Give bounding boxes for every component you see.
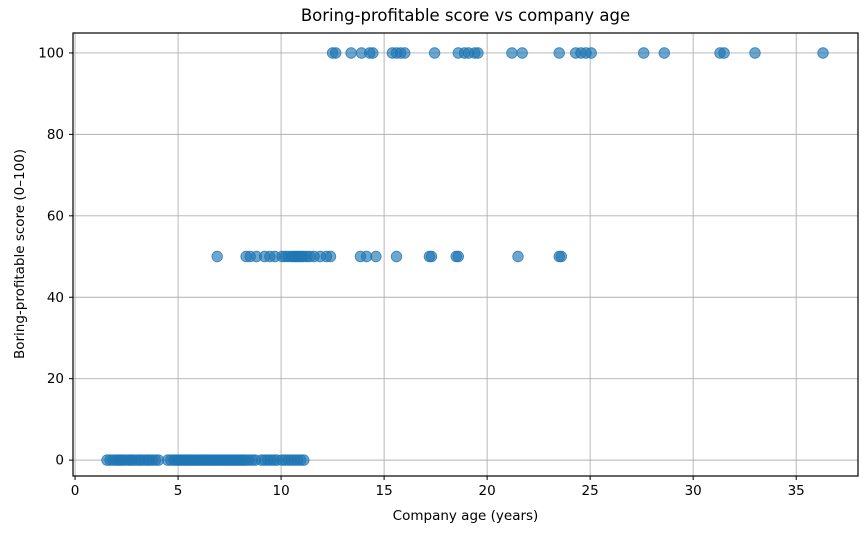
- chart-title: Boring-profitable score vs company age: [300, 6, 631, 25]
- y-tick-label: 100: [38, 45, 64, 61]
- data-point: [390, 250, 403, 263]
- x-axis-label: Company age (years): [392, 508, 539, 524]
- data-point: [367, 47, 379, 59]
- x-tick-label: 20: [479, 483, 496, 499]
- x-tick-labels: 0 5 10 15 20 25 30 35: [71, 476, 805, 499]
- data-point: [324, 250, 337, 263]
- data-point: [370, 250, 382, 263]
- data-point: [516, 47, 528, 59]
- data-point: [472, 47, 484, 59]
- x-tick-label: 15: [376, 483, 393, 499]
- x-gridlines: [74, 33, 797, 476]
- y-tick-label: 80: [47, 127, 64, 143]
- data-point: [638, 47, 650, 59]
- data-point: [330, 47, 342, 59]
- y-gridlines: [73, 52, 858, 461]
- x-tick-label: 5: [174, 483, 183, 499]
- data-point: [506, 47, 518, 59]
- y-tick-label: 40: [47, 290, 64, 306]
- series-score-0: [101, 454, 310, 466]
- x-tick-label: 25: [582, 483, 599, 499]
- data-point: [452, 250, 465, 263]
- axes-frame: [72, 32, 859, 477]
- series-score-100: [326, 47, 829, 59]
- series-score-50: [211, 250, 568, 263]
- y-tick-label: 20: [47, 371, 64, 387]
- data-point: [428, 47, 441, 59]
- data-point: [658, 47, 671, 59]
- scatter-points: [101, 47, 829, 466]
- data-point: [298, 454, 310, 466]
- data-point: [425, 250, 438, 263]
- data-point: [553, 47, 565, 59]
- x-tick-label: 10: [273, 483, 290, 499]
- data-point: [555, 250, 568, 263]
- data-point: [749, 47, 761, 59]
- x-tick-label: 0: [71, 483, 80, 499]
- data-point: [512, 250, 524, 263]
- data-point: [399, 47, 411, 59]
- y-tick-label: 60: [47, 208, 64, 224]
- y-tick-label: 0: [55, 453, 64, 469]
- data-point: [211, 250, 223, 263]
- data-point: [817, 47, 829, 59]
- x-tick-label: 35: [788, 483, 805, 499]
- y-tick-labels: 0 20 40 60 80 100: [38, 45, 73, 469]
- x-tick-label: 30: [685, 483, 702, 499]
- data-point: [345, 47, 357, 59]
- data-point: [585, 47, 597, 59]
- data-point: [718, 47, 730, 59]
